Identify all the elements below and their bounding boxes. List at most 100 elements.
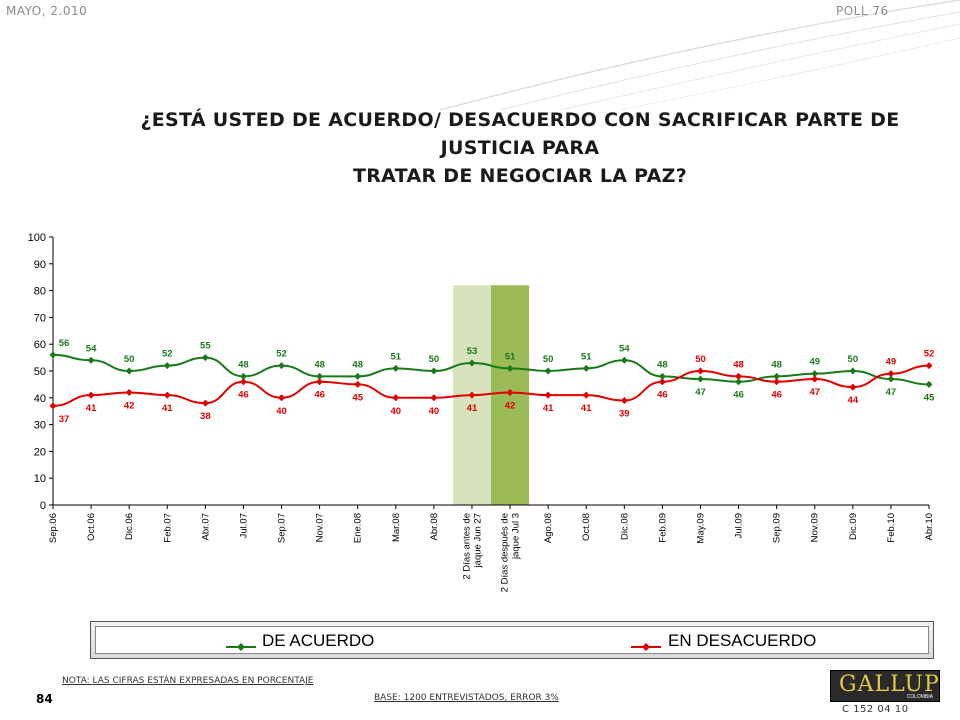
x-tick-label: Oct.06 bbox=[86, 513, 97, 541]
data-point bbox=[87, 391, 95, 399]
x-tick-label: jaque Jun 27 bbox=[472, 513, 483, 568]
legend-box: DE ACUERDO EN DESACUERDO bbox=[95, 626, 929, 654]
data-point bbox=[430, 394, 438, 402]
footer-code: C 152 04 10 bbox=[842, 704, 909, 715]
x-tick-label: Mar.08 bbox=[391, 513, 402, 542]
data-point bbox=[239, 372, 247, 380]
y-tick-label: 100 bbox=[28, 232, 46, 244]
data-label: 49 bbox=[809, 357, 820, 368]
x-tick-label: Abr.07 bbox=[200, 513, 211, 540]
x-tick-label: Nov.09 bbox=[810, 513, 821, 542]
data-point bbox=[849, 383, 857, 391]
data-point bbox=[925, 362, 933, 370]
footer-base: BASE: 1200 ENTREVISTADOS, ERROR 3% bbox=[374, 693, 559, 703]
legend-label-desacuerdo: EN DESACUERDO bbox=[668, 631, 817, 650]
data-label: 48 bbox=[771, 359, 782, 370]
data-label: 41 bbox=[581, 403, 592, 414]
data-label: 50 bbox=[124, 354, 135, 365]
data-point bbox=[658, 372, 666, 380]
x-tick-label: Feb.09 bbox=[657, 513, 668, 543]
chart-title-line2: TRATAR DE NEGOCIAR LA PAZ? bbox=[352, 165, 688, 187]
data-point bbox=[887, 375, 895, 383]
data-label: 46 bbox=[657, 390, 668, 401]
x-tick-label: Jul.07 bbox=[238, 513, 249, 538]
header-date: MAYO, 2.010 bbox=[6, 4, 88, 18]
data-label: 54 bbox=[619, 343, 630, 354]
data-label: 41 bbox=[86, 403, 97, 414]
data-label: 37 bbox=[59, 414, 70, 425]
data-point bbox=[430, 367, 438, 375]
series-line-1 bbox=[52, 353, 930, 386]
data-point bbox=[811, 370, 819, 378]
data-label: 51 bbox=[390, 351, 401, 362]
data-point bbox=[468, 359, 476, 367]
data-point bbox=[392, 394, 400, 402]
data-label: 42 bbox=[505, 400, 516, 411]
data-label: 48 bbox=[657, 359, 668, 370]
data-point bbox=[49, 351, 57, 359]
header-poll: POLL 76 bbox=[836, 4, 889, 18]
x-tick-label: Ago.08 bbox=[543, 513, 554, 543]
legend-marker-desacuerdo bbox=[631, 643, 661, 651]
x-tick-label: Dic.08 bbox=[619, 513, 630, 540]
chart-legend: DE ACUERDO EN DESACUERDO bbox=[90, 621, 934, 659]
data-label: 52 bbox=[924, 349, 935, 360]
data-point bbox=[316, 378, 324, 386]
data-point bbox=[163, 362, 171, 370]
y-tick-label: 20 bbox=[34, 446, 46, 458]
chart-title: ¿ESTÁ USTED DE ACUERDO/ DESACUERDO CON S… bbox=[100, 106, 940, 190]
data-label: 48 bbox=[352, 359, 363, 370]
data-point bbox=[354, 380, 362, 388]
data-label: 48 bbox=[314, 359, 325, 370]
logo-subtext: COLOMBIA bbox=[906, 694, 933, 700]
data-point bbox=[620, 356, 628, 364]
data-label: 40 bbox=[276, 406, 287, 417]
x-tick-label: Dic.06 bbox=[124, 513, 135, 540]
data-point bbox=[125, 367, 133, 375]
data-label: 54 bbox=[86, 343, 97, 354]
y-tick-label: 50 bbox=[34, 366, 46, 378]
page-number: 84 bbox=[36, 692, 53, 706]
x-tick-label: Abr.10 bbox=[924, 513, 935, 540]
data-point bbox=[620, 396, 628, 404]
data-label: 48 bbox=[238, 359, 249, 370]
data-point bbox=[506, 388, 514, 396]
data-label: 40 bbox=[390, 406, 401, 417]
y-tick-label: 80 bbox=[34, 286, 46, 298]
data-point bbox=[544, 367, 552, 375]
data-point bbox=[582, 364, 590, 372]
data-point bbox=[735, 378, 743, 386]
data-point bbox=[544, 391, 552, 399]
y-tick-label: 90 bbox=[34, 259, 46, 271]
data-point bbox=[278, 362, 286, 370]
data-point bbox=[696, 367, 704, 375]
data-point bbox=[201, 354, 209, 362]
data-label: 53 bbox=[467, 346, 478, 357]
data-label: 41 bbox=[467, 403, 478, 414]
y-tick-label: 10 bbox=[34, 473, 46, 485]
data-label: 46 bbox=[238, 390, 249, 401]
data-point bbox=[849, 367, 857, 375]
data-label: 47 bbox=[695, 387, 706, 398]
x-tick-label: Feb.10 bbox=[886, 513, 897, 543]
data-point bbox=[239, 378, 247, 386]
data-point bbox=[773, 372, 781, 380]
x-tick-label: 2 Días después de bbox=[500, 513, 511, 592]
data-point bbox=[468, 391, 476, 399]
data-label: 50 bbox=[543, 354, 554, 365]
data-label: 49 bbox=[886, 357, 897, 368]
data-label: 50 bbox=[695, 354, 706, 365]
x-tick-label: Abr.08 bbox=[429, 513, 440, 540]
data-label: 41 bbox=[162, 403, 173, 414]
x-tick-label: Dic.09 bbox=[848, 513, 859, 540]
data-point bbox=[278, 394, 286, 402]
data-point bbox=[887, 370, 895, 378]
data-label: 47 bbox=[809, 387, 820, 398]
x-tick-label: May.09 bbox=[695, 513, 706, 543]
data-label: 38 bbox=[200, 411, 211, 422]
series-line-2 bbox=[52, 364, 930, 407]
data-point bbox=[163, 391, 171, 399]
data-point bbox=[658, 378, 666, 386]
data-label: 42 bbox=[124, 400, 135, 411]
data-label: 55 bbox=[200, 341, 211, 352]
